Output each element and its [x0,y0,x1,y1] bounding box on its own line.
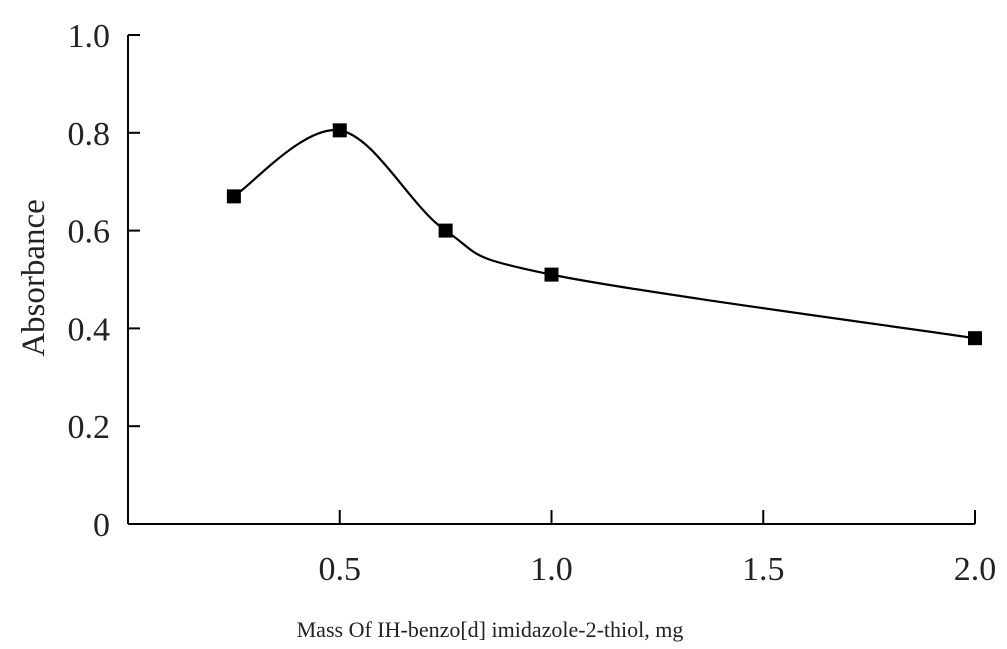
x-axis-title: Mass Of IH-benzo[d] imidazole-2-thiol, m… [297,617,684,642]
y-tick-label: 0.6 [68,214,111,251]
x-axis-ticks: 0.5 1.0 1.5 2.0 [319,510,997,588]
y-tick-label: 0 [93,507,110,544]
x-tick-label: 2.0 [954,551,997,588]
y-tick-label: 0.2 [68,409,111,446]
x-tick-label: 1.0 [530,551,573,588]
x-tick-label: 0.5 [319,551,362,588]
data-point-markers [226,123,982,346]
absorbance-series-line [233,129,976,340]
data-point-marker [544,267,559,282]
y-tick-label: 0.4 [68,311,111,348]
x-tick-label: 1.5 [742,551,785,588]
y-tick-label: 1.0 [68,18,111,55]
data-point-marker [438,223,453,238]
y-axis-title: Absorbance [16,199,52,357]
y-axis-ticks: 0 0.2 0.4 0.6 0.8 1.0 [68,18,140,544]
data-point-marker [332,123,347,138]
y-tick-label: 0.8 [68,116,111,153]
data-point-marker [226,189,241,204]
data-point-marker [968,331,982,346]
